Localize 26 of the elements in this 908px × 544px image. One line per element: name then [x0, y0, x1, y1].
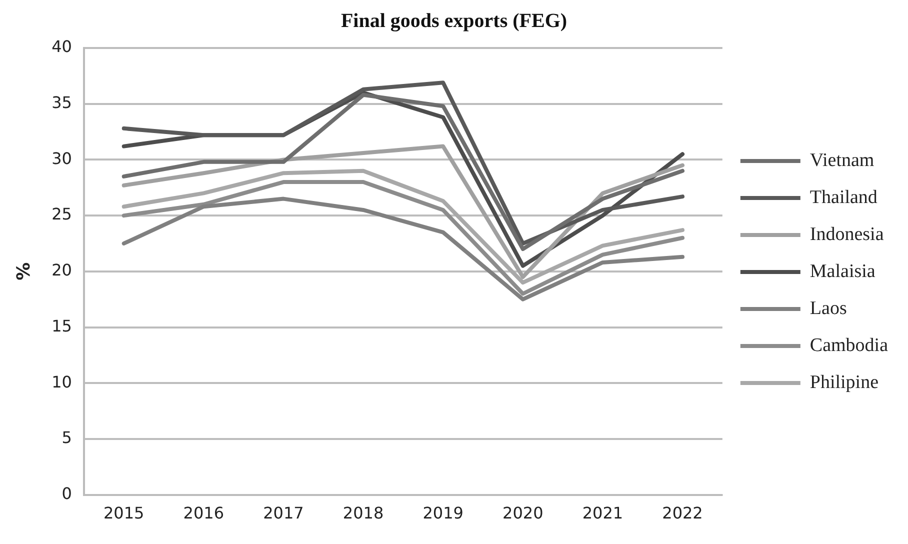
legend-label: Cambodia	[810, 334, 889, 356]
y-tick-label: 25	[52, 204, 72, 224]
x-tick-label: 2016	[183, 504, 224, 523]
x-tick-label: 2015	[104, 504, 144, 523]
y-tick-label: 20	[52, 260, 72, 280]
y-tick-label: 10	[52, 372, 72, 392]
y-tick-label: 0	[62, 484, 72, 503]
legend-label: Laos	[810, 298, 847, 319]
legend-label: Indonesia	[810, 224, 884, 245]
x-tick-label: 2017	[263, 504, 304, 523]
x-tick-label: 2018	[342, 504, 384, 523]
legend-label: Thailand	[810, 186, 878, 208]
y-axis-title: %	[13, 262, 34, 280]
x-tick-label: 2019	[422, 504, 464, 523]
x-tick-label: 2021	[582, 504, 624, 523]
y-tick-label: 5	[62, 428, 72, 448]
legend-label: Philipine	[810, 372, 879, 393]
y-tick-label: 15	[52, 316, 72, 336]
legend-label: Malaisia	[810, 260, 876, 282]
chart-title: Final goods exports (FEG)	[340, 10, 568, 32]
y-tick-label: 40	[52, 37, 72, 56]
y-tick-label: 35	[52, 93, 72, 112]
x-tick-label: 2020	[502, 504, 544, 523]
legend-label: Vietnam	[810, 150, 874, 171]
y-tick-label: 30	[52, 148, 72, 168]
x-tick-label: 2022	[662, 504, 703, 523]
